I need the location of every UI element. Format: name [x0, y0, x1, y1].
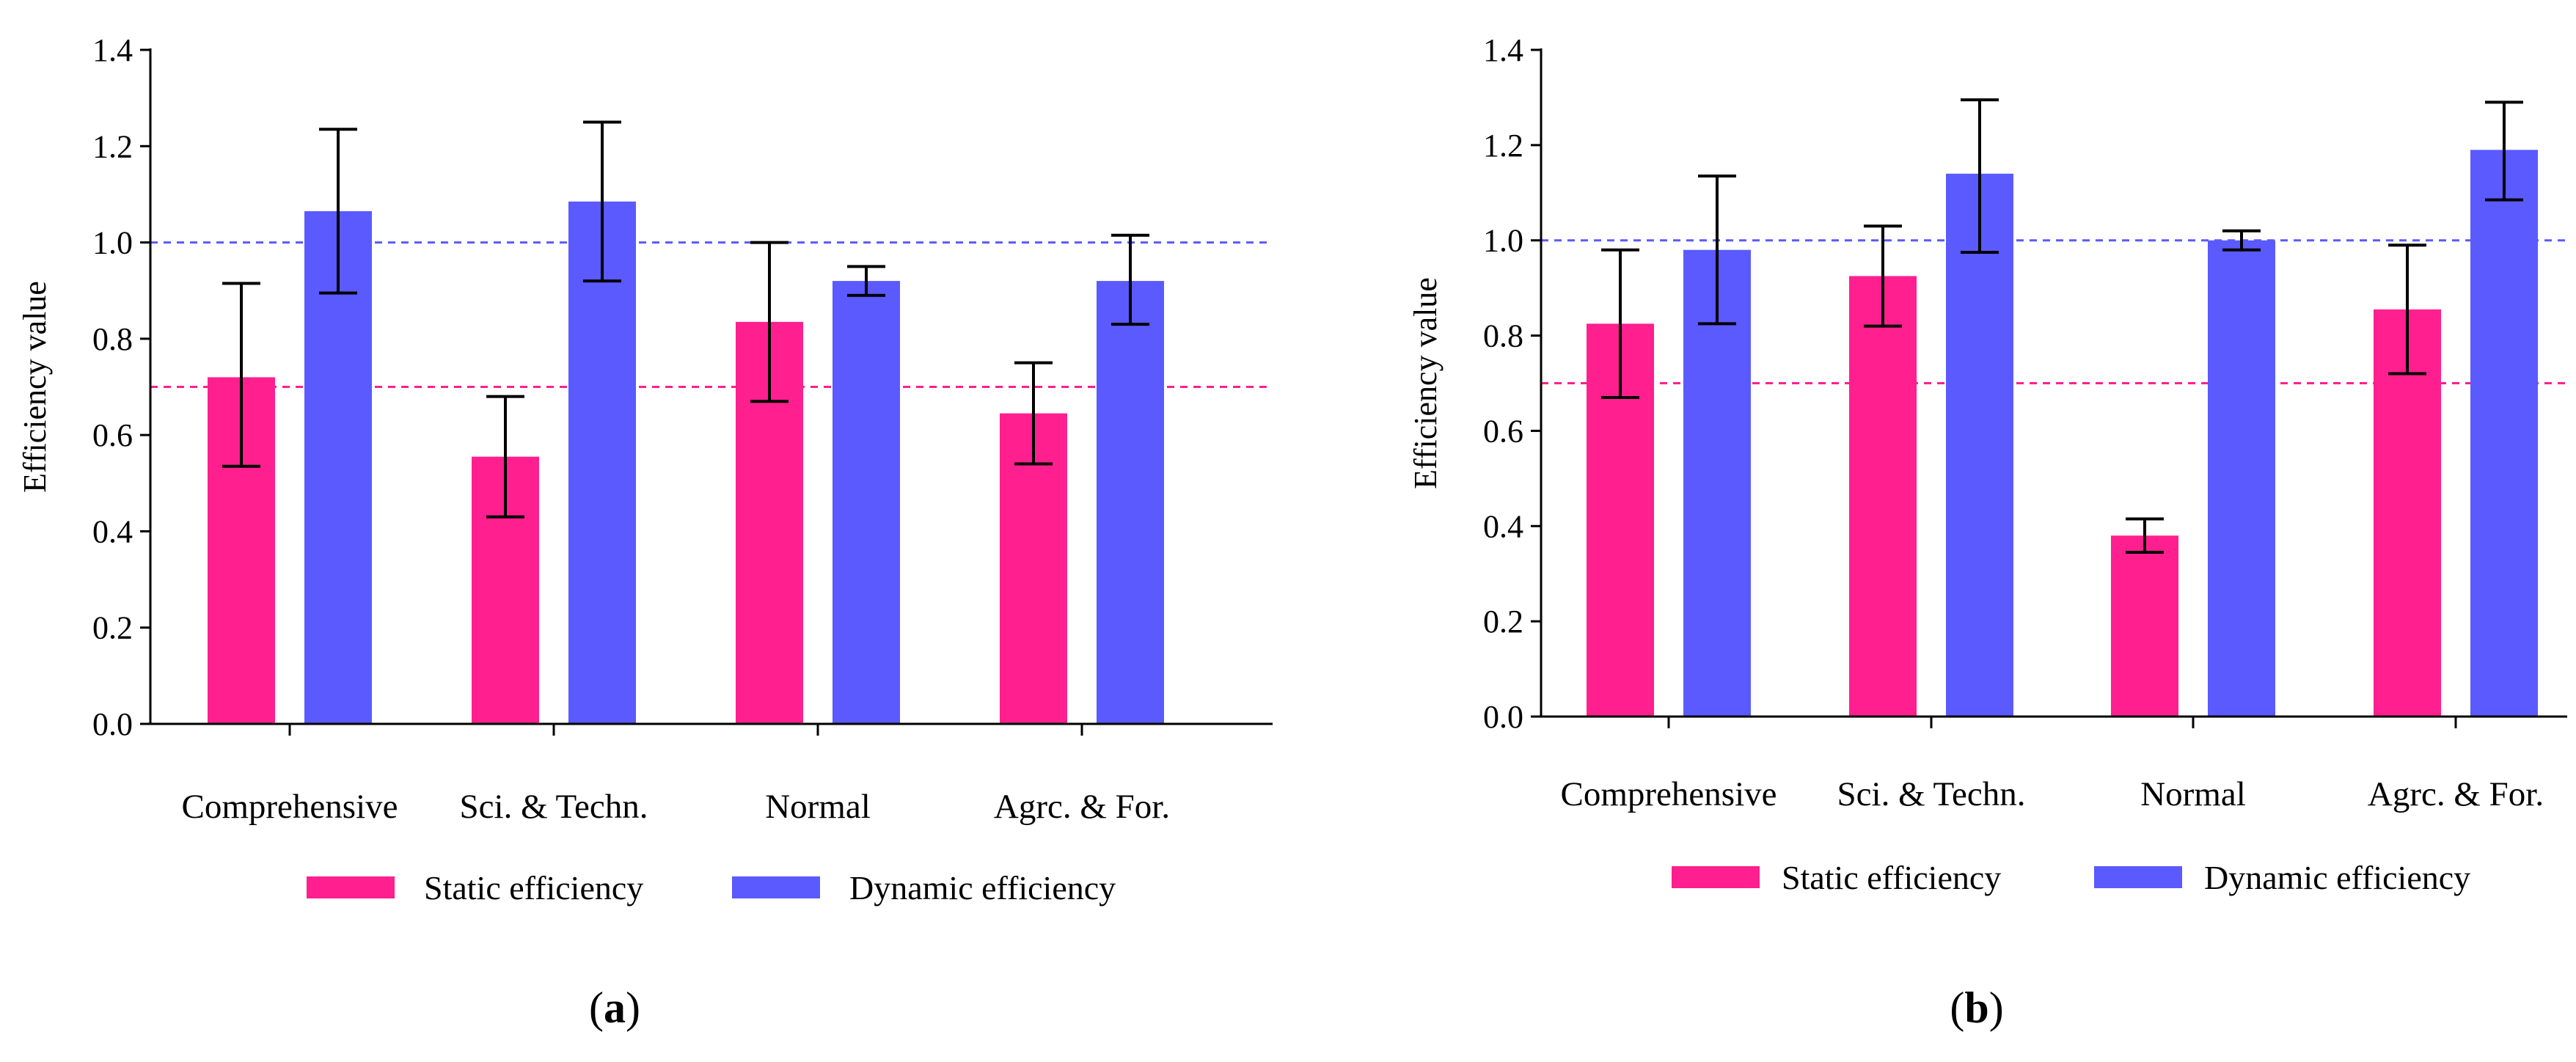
dynamic-bar — [2208, 240, 2275, 717]
error-bar — [319, 128, 357, 295]
error-bar — [1601, 248, 1639, 399]
dynamic-bar — [833, 281, 900, 725]
y-tick-label: 0.8 — [1483, 318, 1523, 354]
dynamic-legend-item: Dynamic efficiency — [732, 869, 1116, 907]
static-legend-label: Static efficiency — [424, 869, 643, 907]
y-axis-label: Efficiency value — [1408, 277, 1443, 489]
static-legend-swatch — [1672, 866, 1760, 888]
error-bar — [1014, 361, 1053, 466]
error-bar — [1864, 224, 1902, 328]
x-tick-label: Sci. & Techn. — [460, 788, 648, 826]
static-legend-item: Static efficiency — [307, 869, 643, 907]
y-tick-label: 0.0 — [92, 706, 133, 742]
error-bar — [2485, 100, 2523, 202]
y-tick-label: 0.6 — [1483, 413, 1523, 449]
x-tick-label: Comprehensive — [1561, 775, 1777, 813]
y-tick-label: 1.2 — [1483, 128, 1523, 164]
static-legend-label: Static efficiency — [1782, 859, 2001, 896]
dynamic-legend-label: Dynamic efficiency — [2204, 859, 2470, 896]
x-tick-label: Agrc. & For. — [994, 788, 1170, 826]
y-tick-label: 1.4 — [1483, 32, 1523, 68]
y-tick-label: 0.8 — [92, 321, 133, 357]
dynamic-legend-label: Dynamic efficiency — [849, 869, 1116, 907]
error-bar — [1111, 233, 1149, 326]
static-legend-swatch — [307, 876, 395, 898]
dynamic-legend-swatch — [2094, 866, 2182, 888]
dynamic-bar — [304, 210, 372, 724]
static-legend-item: Static efficiency — [1672, 859, 2001, 896]
error-bar — [750, 241, 788, 403]
panel-label: (b) — [1950, 984, 2003, 1032]
x-tick-label: Normal — [2140, 775, 2246, 813]
chart-panel-a: 0.0 0.2 0.4 0.6 0.8 1.0 1.2 1.4 Comprehensive Sci… — [17, 32, 1273, 1032]
y-tick-label: 0.2 — [1483, 604, 1523, 640]
y-tick-label: 0.6 — [92, 417, 133, 453]
static-bar — [2111, 535, 2178, 717]
error-bar — [2388, 243, 2426, 376]
y-tick-label: 1.0 — [1483, 223, 1523, 259]
dynamic-bar — [568, 201, 636, 724]
dynamic-bar — [1097, 281, 1164, 725]
x-tick-label: Agrc. & For. — [2368, 775, 2544, 813]
dynamic-legend-swatch — [732, 876, 820, 898]
y-tick-label: 0.2 — [92, 610, 133, 646]
error-bar — [2126, 517, 2164, 554]
error-bar — [222, 282, 260, 468]
error-bar — [583, 120, 621, 283]
y-tick-label: 0.4 — [92, 513, 133, 549]
dynamic-bar — [1946, 173, 2013, 717]
dynamic-bar — [2470, 150, 2538, 717]
static-bar — [2374, 309, 2441, 717]
error-bar — [847, 265, 885, 297]
y-tick-label: 0.4 — [1483, 508, 1523, 544]
legend: Static efficiency Dynamic efficiency — [1672, 859, 2470, 896]
x-tick-label: Sci. & Techn. — [1837, 775, 2026, 813]
error-bar — [2222, 229, 2261, 252]
y-tick-label: 1.2 — [92, 128, 133, 164]
panel-label: (a) — [589, 984, 640, 1032]
y-axis-label: Efficiency value — [17, 281, 53, 493]
chart-panel-b: 0.0 0.2 0.4 0.6 0.8 1.0 1.2 1.4 Comprehensive Sci… — [1408, 32, 2567, 1032]
error-bar — [1698, 175, 1736, 326]
legend: Static efficiency Dynamic efficiency — [307, 869, 1116, 907]
y-tick-label: 1.4 — [92, 32, 133, 68]
dynamic-legend-item: Dynamic efficiency — [2094, 859, 2470, 896]
static-bar — [1849, 276, 1917, 717]
x-tick-label: Normal — [765, 788, 871, 826]
error-bar — [486, 395, 524, 519]
dynamic-bar — [1683, 249, 1751, 717]
y-tick-label: 1.0 — [92, 225, 133, 261]
y-tick-label: 0.0 — [1483, 699, 1523, 735]
x-tick-label: Comprehensive — [182, 788, 398, 826]
error-bar — [1961, 98, 1999, 254]
